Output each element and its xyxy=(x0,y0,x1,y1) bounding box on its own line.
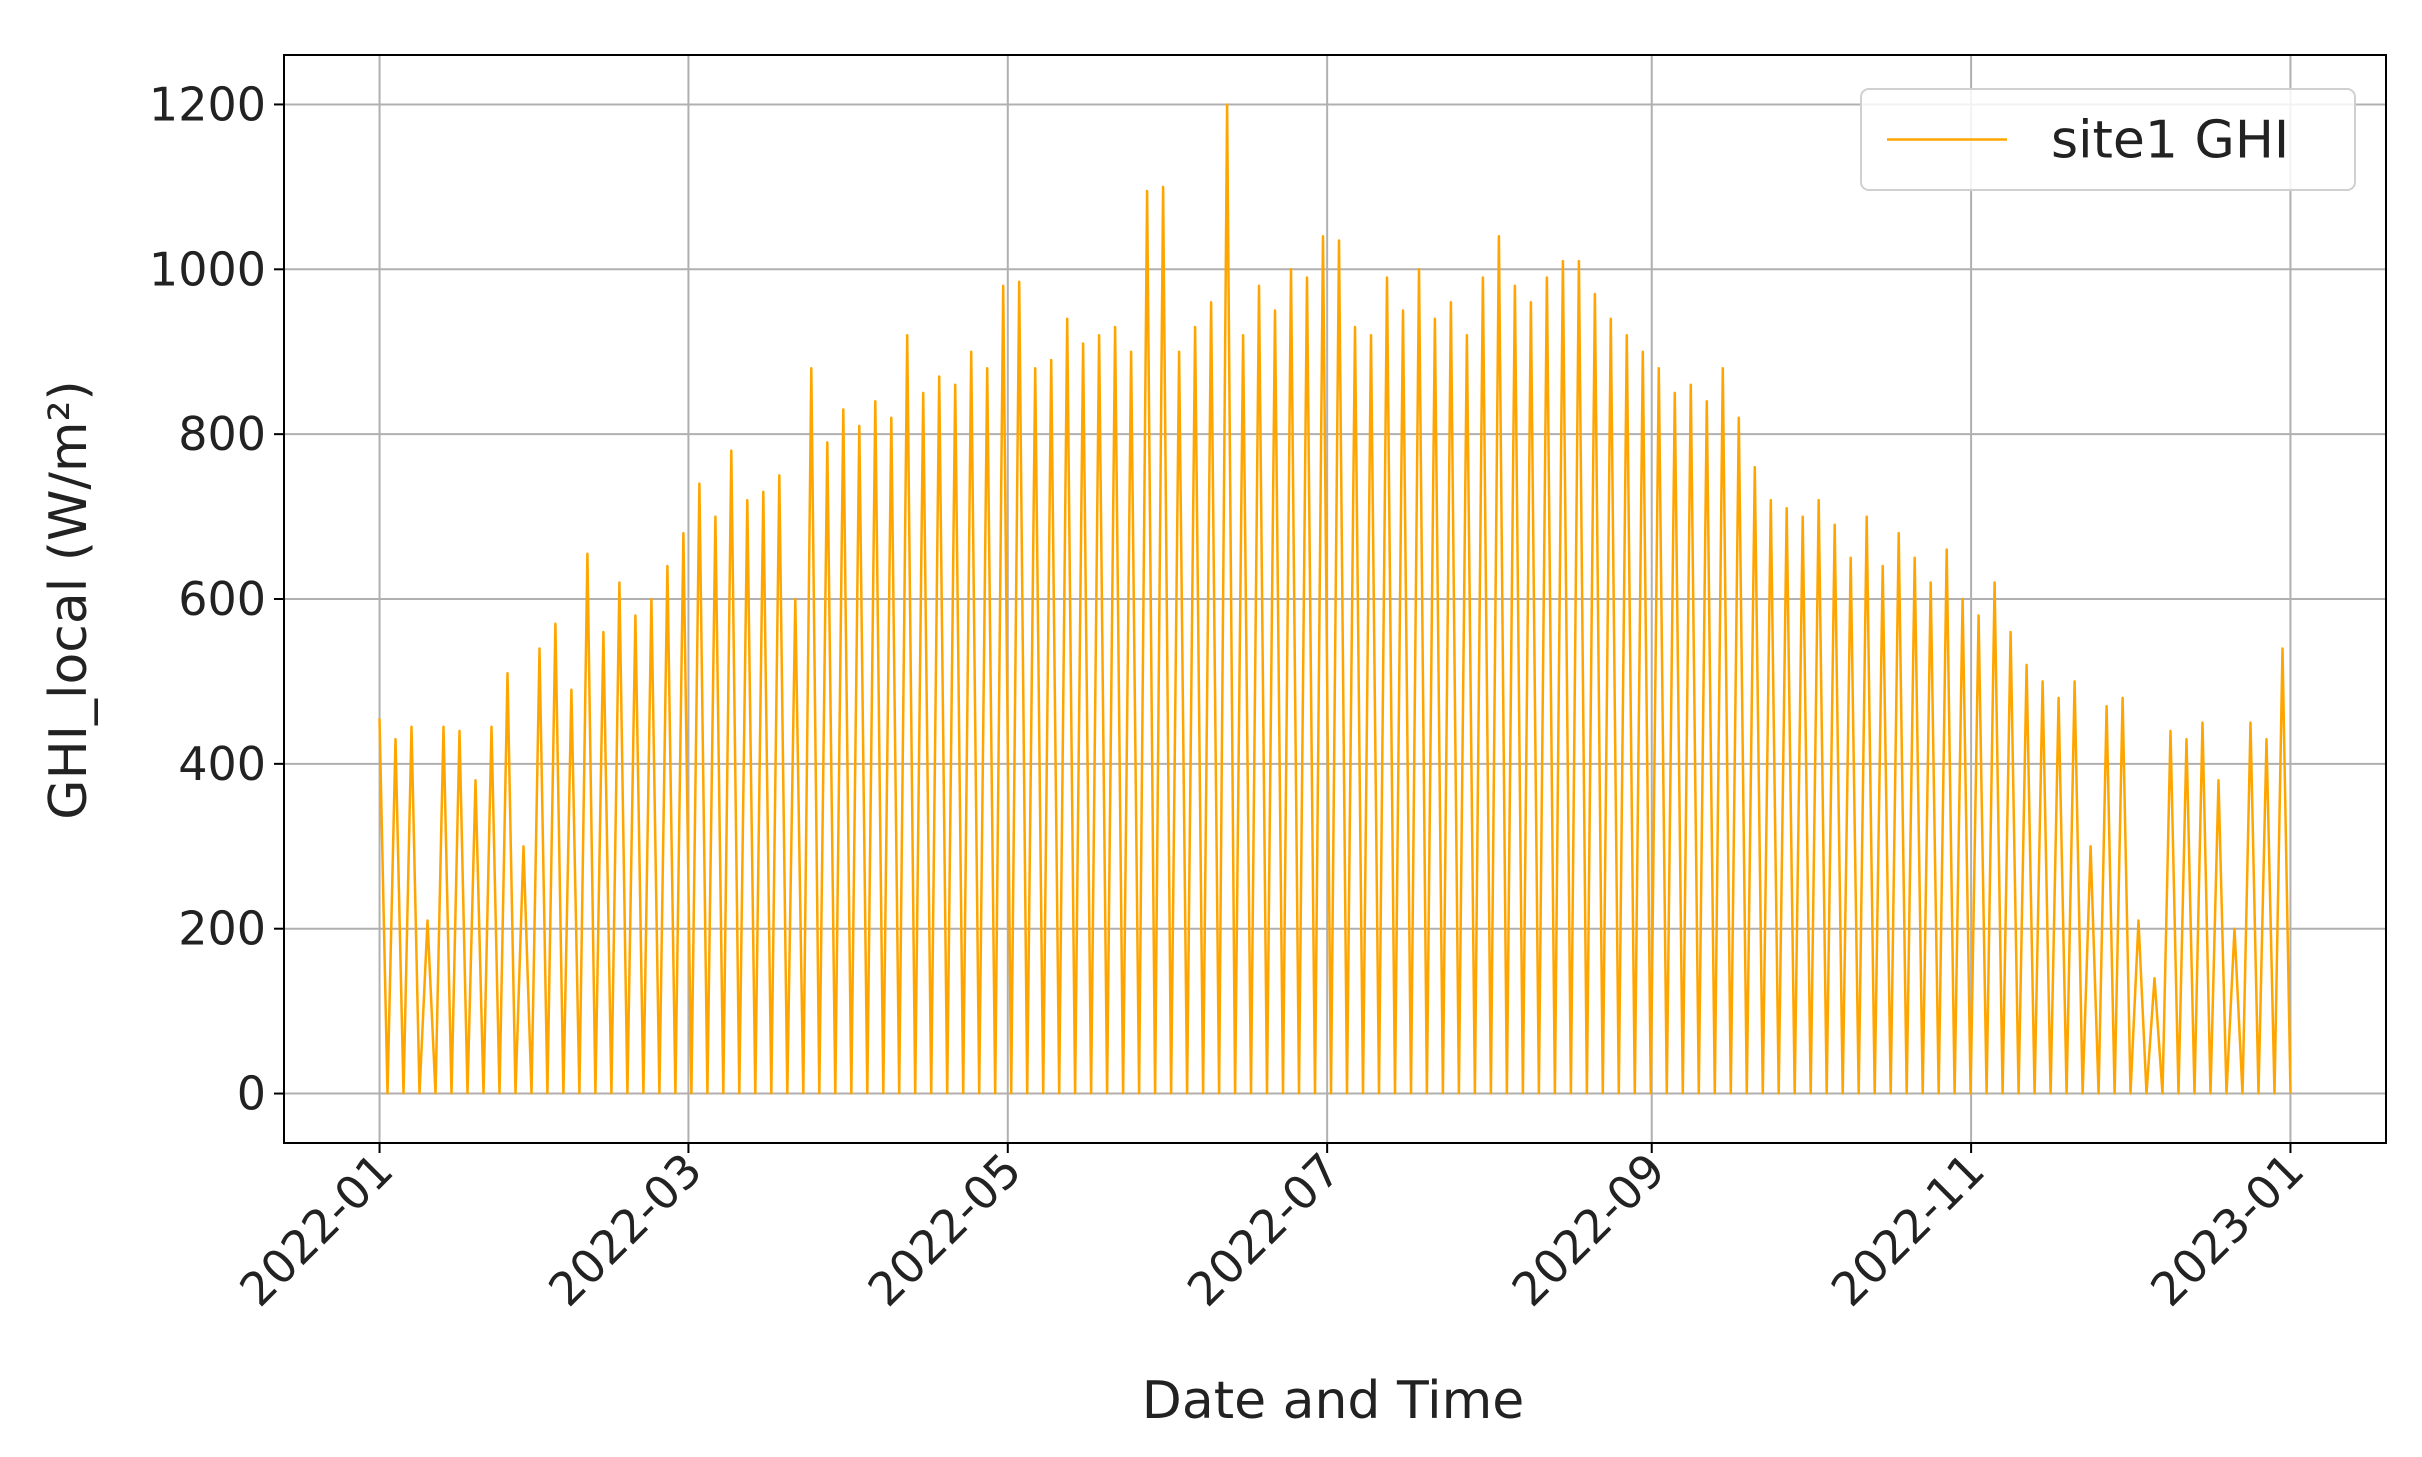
y-tick-label: 0 xyxy=(237,1067,266,1121)
y-tick-label: 400 xyxy=(178,737,266,791)
y-tick-label: 1000 xyxy=(149,242,266,296)
y-tick-label: 600 xyxy=(178,572,266,626)
y-tick-label: 200 xyxy=(178,902,266,956)
plot-frame xyxy=(283,54,2387,1144)
legend-label: site1 GHI xyxy=(2051,111,2289,171)
y-axis-label: GHI_local (W/m²) xyxy=(39,380,99,819)
y-tick-label: 1200 xyxy=(149,77,266,131)
data-line xyxy=(378,103,2292,1095)
x-axis-label: Date and Time xyxy=(1142,1371,1524,1431)
y-tick-label: 800 xyxy=(178,407,266,461)
legend-box xyxy=(1860,88,2356,191)
